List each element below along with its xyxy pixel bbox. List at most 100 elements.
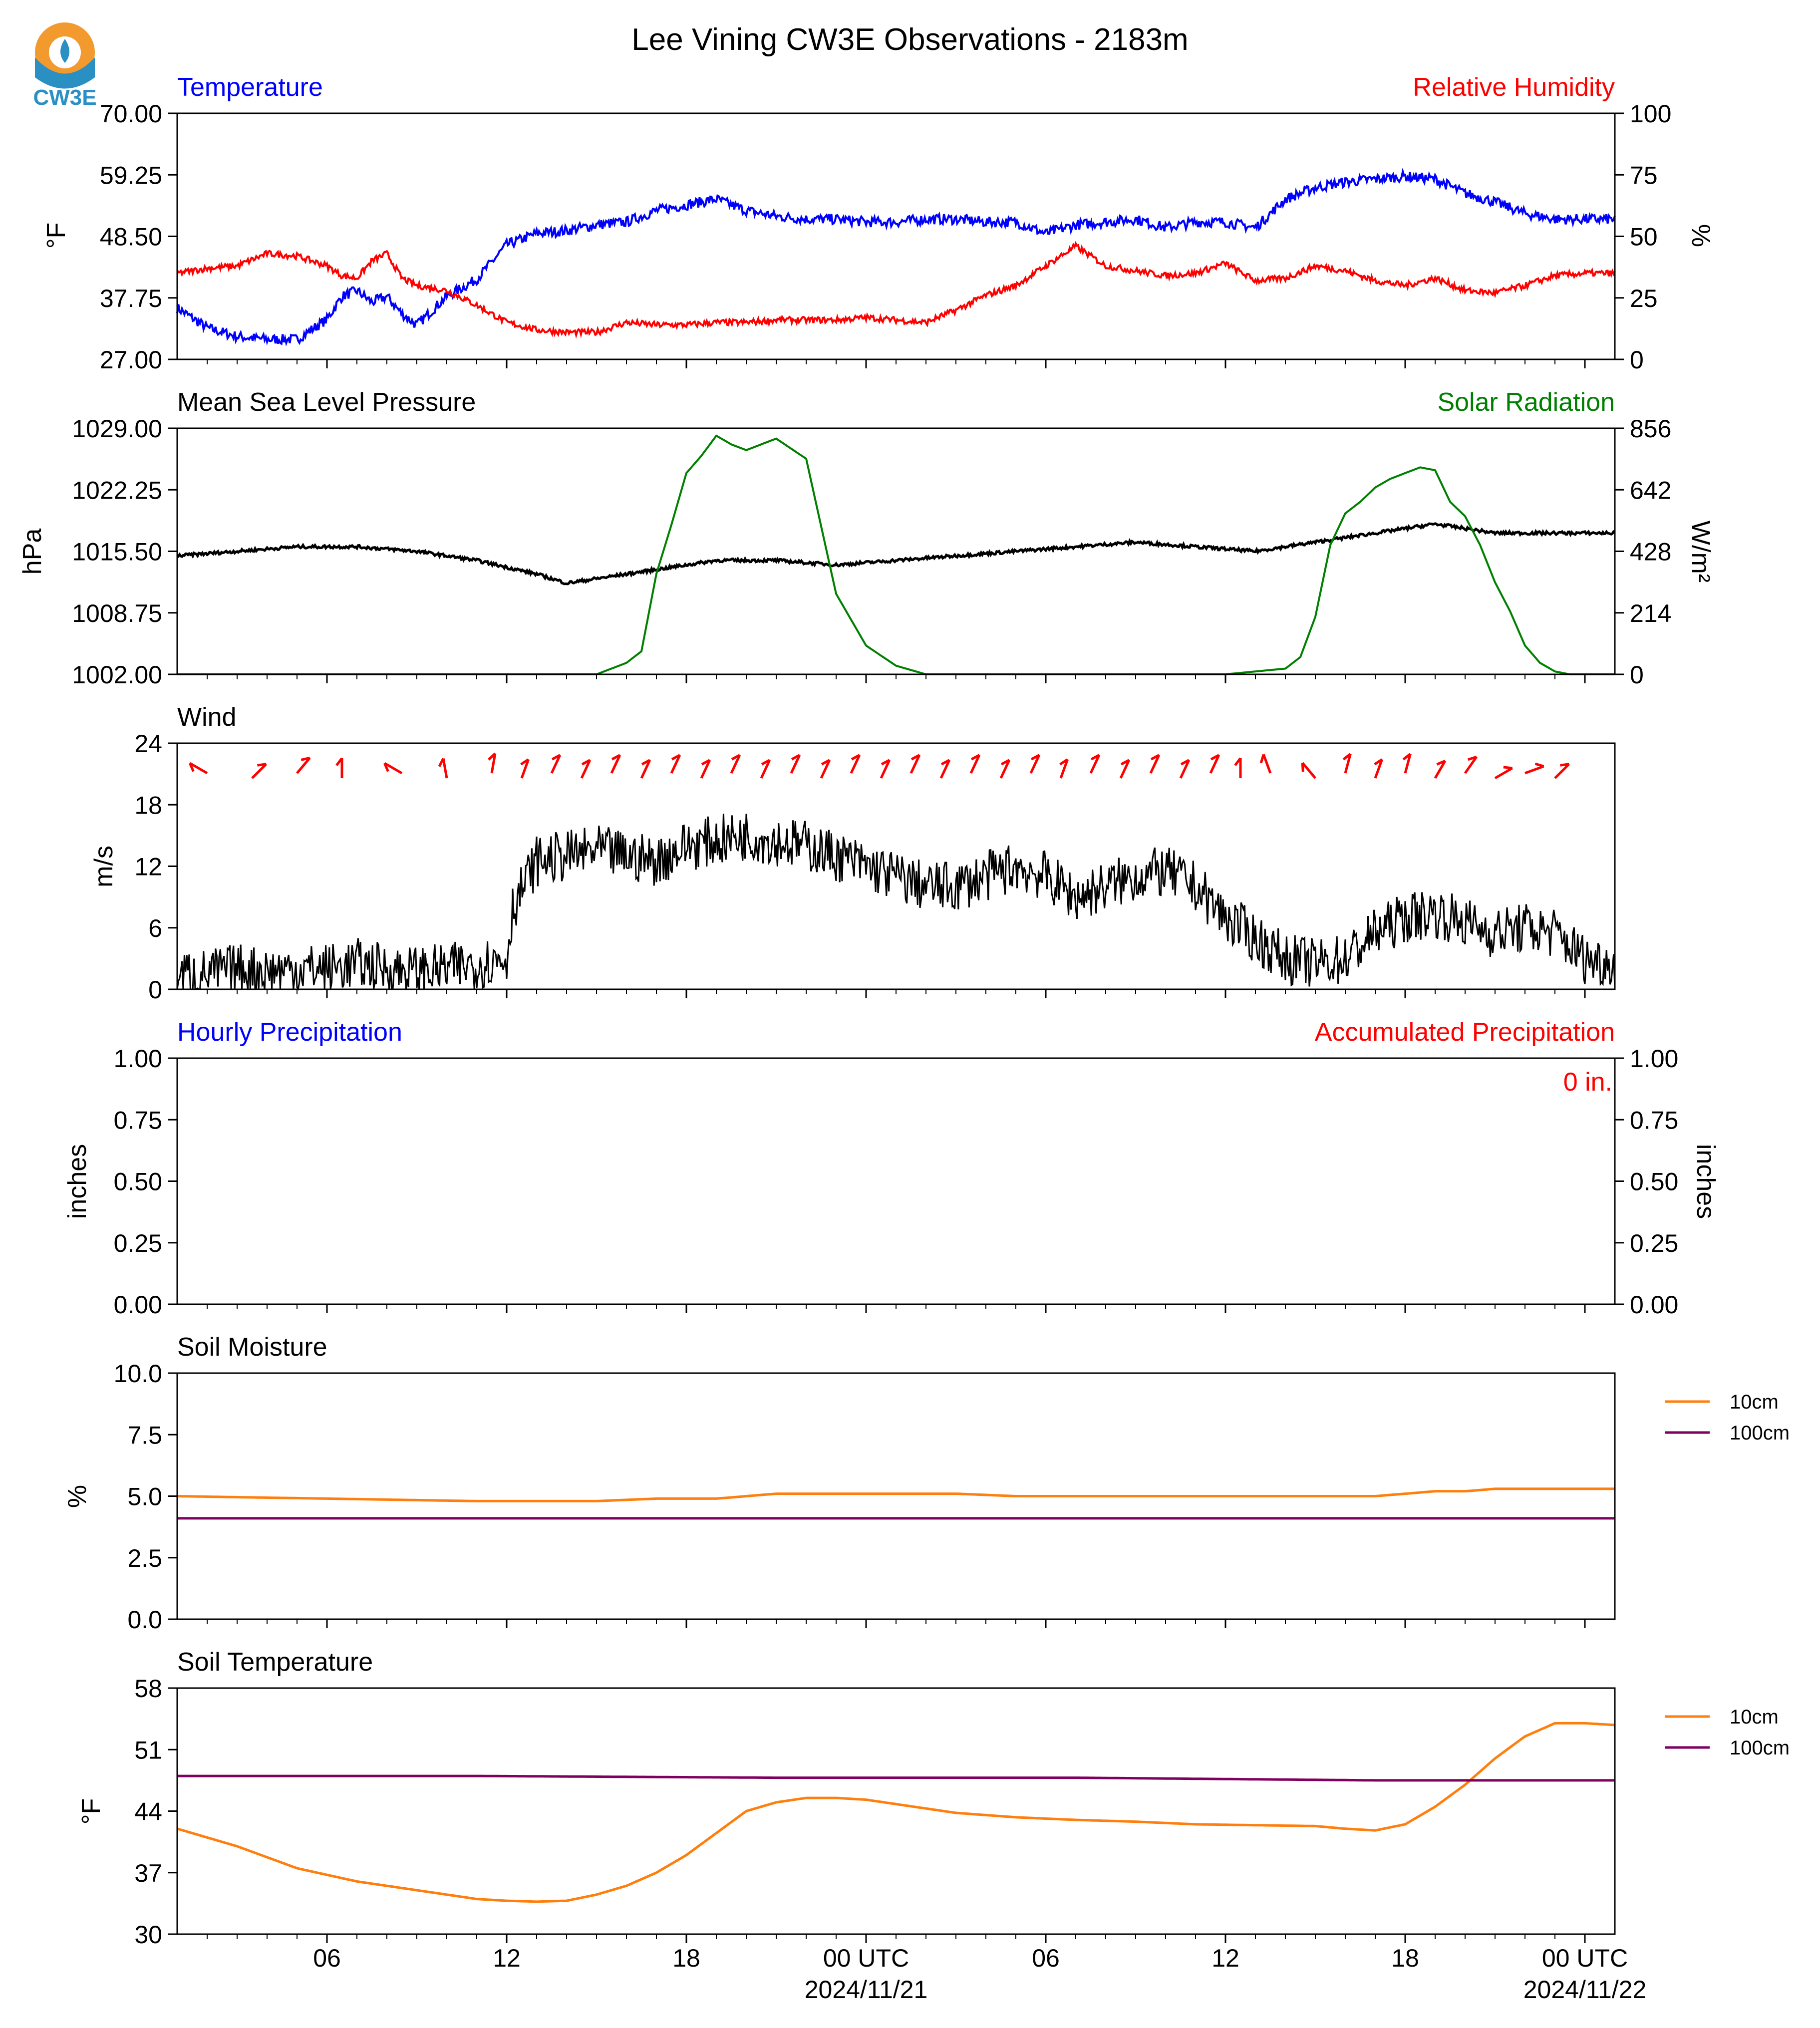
panel-pressure: Mean Sea Level Pressure Solar Radiation … bbox=[18, 388, 1715, 689]
x-tick-label: 00 UTC bbox=[1542, 1944, 1628, 1972]
y-tick-label: 0 bbox=[1630, 661, 1644, 689]
wind-barb-flag bbox=[383, 763, 389, 772]
x-tick-label: 06 bbox=[313, 1944, 341, 1972]
wind-barb-shaft bbox=[850, 754, 861, 774]
wind-barb bbox=[939, 759, 951, 779]
y-tick-label: 0.25 bbox=[114, 1229, 162, 1257]
y-tick-label: 1002.00 bbox=[72, 661, 162, 689]
wind-barb-shaft bbox=[189, 762, 208, 775]
panel-soil-temp: Soil Temperature °F 58 51 44 37 30 10cm 100c… bbox=[77, 1648, 1790, 1949]
wind-barb-flag bbox=[1560, 763, 1569, 767]
solar-ylabel: W/m² bbox=[1686, 521, 1715, 582]
wind-barb-shaft bbox=[442, 758, 448, 779]
y-tick-label: 1029.00 bbox=[72, 415, 162, 443]
wind-barb-flag bbox=[1503, 766, 1513, 770]
y-tick-label: 59.25 bbox=[100, 161, 162, 189]
wind-barb bbox=[580, 759, 592, 779]
y-tick-label: 642 bbox=[1630, 476, 1671, 504]
wind-barb-flag bbox=[1402, 753, 1411, 761]
wind-barb bbox=[1494, 766, 1513, 780]
series-soil-temp-100cm bbox=[177, 1774, 1615, 1782]
wind-barb-shaft bbox=[1301, 762, 1316, 779]
y-tick-label: 0.75 bbox=[1630, 1106, 1678, 1134]
soil-moisture-legend: 10cm 100cm bbox=[1665, 1391, 1790, 1444]
wind-barb bbox=[1554, 763, 1570, 779]
series-pressure bbox=[176, 522, 1615, 585]
panel-frame bbox=[176, 742, 1616, 990]
wind-barb bbox=[880, 759, 891, 779]
y-tick-label: 0.75 bbox=[114, 1106, 162, 1134]
x-tick-label: 18 bbox=[672, 1944, 700, 1972]
wind-barb-flag bbox=[1468, 755, 1477, 761]
logo-drop-icon bbox=[60, 39, 69, 63]
wind-barb-shaft bbox=[640, 759, 651, 779]
wind-barb bbox=[189, 762, 208, 775]
precip-title: Hourly Precipitation bbox=[177, 1018, 402, 1047]
wind-barb bbox=[850, 754, 861, 774]
y-tick-label: 0.50 bbox=[1630, 1168, 1678, 1196]
y-tick-label: 428 bbox=[1630, 538, 1671, 566]
panel-frame bbox=[176, 112, 1616, 360]
wind-barb-shaft bbox=[384, 762, 403, 775]
wind-barb bbox=[550, 754, 562, 774]
wind-barb-flag bbox=[910, 754, 920, 761]
y-tick-label: 44 bbox=[134, 1798, 162, 1826]
wind-barb-flag bbox=[1150, 754, 1160, 761]
wind-barb-shaft bbox=[1554, 763, 1570, 779]
wind-barb bbox=[610, 754, 621, 774]
wind-barb-flag bbox=[1436, 760, 1446, 766]
wind-barb-shaft bbox=[1262, 754, 1272, 774]
y-tick-label: 5.0 bbox=[127, 1483, 162, 1511]
y-tick-label: 7.5 bbox=[127, 1421, 162, 1449]
panel-wind: Wind m/s 24 18 12 6 0 bbox=[89, 703, 1616, 1004]
wind-barb-shaft bbox=[1209, 754, 1220, 774]
wind-barb-shaft bbox=[1149, 754, 1161, 774]
wind-barb-flag bbox=[1059, 758, 1069, 766]
wind-barb bbox=[1301, 762, 1316, 779]
wind-barb-flag bbox=[1000, 759, 1010, 766]
wind-barb bbox=[1149, 754, 1161, 774]
wind-barb-flag bbox=[761, 759, 771, 766]
wind-barb bbox=[1179, 759, 1191, 779]
wind-barb-flag bbox=[940, 759, 950, 766]
soil-temp-title: Soil Temperature bbox=[177, 1648, 373, 1677]
legend-label-10cm: 10cm bbox=[1730, 1706, 1779, 1728]
panel-frame bbox=[176, 427, 1616, 675]
wind-barb bbox=[1234, 757, 1242, 778]
y-tick-label: 12 bbox=[134, 853, 162, 881]
soil-moisture-title: Soil Moisture bbox=[177, 1333, 327, 1362]
precip-ylabel: inches bbox=[63, 1144, 92, 1219]
y-tick-label: 75 bbox=[1630, 161, 1658, 189]
wind-barb-flag bbox=[438, 758, 445, 767]
wind-barb-flag bbox=[581, 759, 591, 766]
pressure-ylabel: hPa bbox=[18, 529, 47, 575]
panel-frame bbox=[176, 1372, 1616, 1620]
logo-text: CW3E bbox=[33, 85, 96, 110]
soil-moisture-ylabel: % bbox=[63, 1485, 92, 1508]
wind-barb bbox=[910, 754, 921, 774]
panel-frame bbox=[176, 1057, 1616, 1305]
series-humidity bbox=[176, 241, 1616, 339]
wind-barb-flag bbox=[257, 763, 267, 767]
legend-label-100cm: 100cm bbox=[1730, 1422, 1790, 1444]
wind-barb-shaft bbox=[610, 754, 621, 774]
wind-barb-flag bbox=[1090, 754, 1100, 761]
wind-barb-shaft bbox=[760, 759, 771, 779]
y-tick-label: 30 bbox=[134, 1921, 162, 1949]
y-tick-label: 856 bbox=[1630, 415, 1671, 443]
wind-barb-shaft bbox=[1119, 759, 1131, 779]
y-tick-label: 0 bbox=[148, 976, 162, 1004]
wind-barb-flag bbox=[1120, 759, 1130, 766]
wind-barb-shaft bbox=[939, 759, 951, 779]
x-date-label: 2024/11/22 bbox=[1523, 1976, 1647, 2004]
wind-title: Wind bbox=[177, 703, 236, 732]
legend-label-100cm: 100cm bbox=[1730, 1737, 1790, 1759]
pressure-title: Mean Sea Level Pressure bbox=[177, 388, 476, 417]
wind-barb-flag bbox=[731, 754, 741, 761]
wind-barb bbox=[760, 759, 771, 779]
wind-barb bbox=[969, 754, 981, 774]
wind-barb-flag bbox=[821, 759, 831, 766]
wind-barb-shaft bbox=[700, 759, 711, 779]
wind-barb-flag bbox=[1374, 758, 1383, 766]
